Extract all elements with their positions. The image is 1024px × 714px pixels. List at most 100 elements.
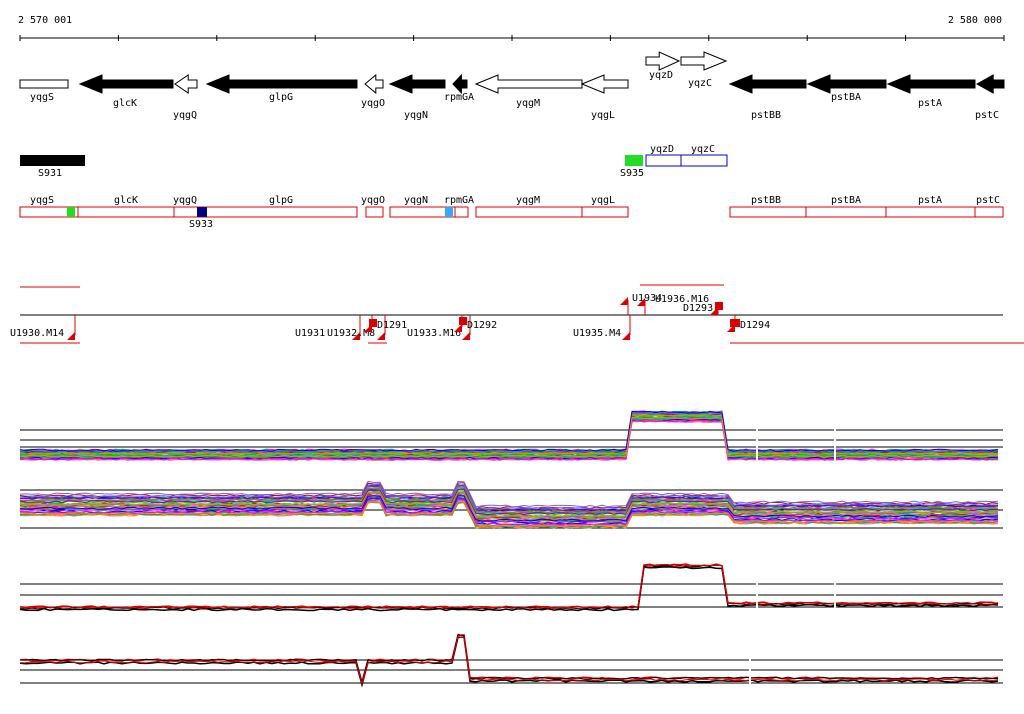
operon-label: S933 [189,219,213,230]
expression-trace [19,413,999,455]
expression-trace [19,414,999,456]
segment [645,154,682,167]
operon-box [729,206,807,218]
probe-mark [622,332,630,340]
operon-label: yqgO [361,195,385,206]
gap [834,575,836,612]
operon-label: yqgM [516,195,540,206]
expression-trace [19,491,999,518]
segment [680,154,728,167]
gene-arrow [680,51,728,71]
operon-label: yqgL [591,195,615,206]
operon-label: pstC [976,195,1000,206]
operon-label: rpmGA [444,195,474,206]
gene-label: pstBB [751,110,781,121]
ruler-end: 2 580 000 [948,15,1002,26]
operon-box [581,206,629,218]
expression-trace [19,482,999,510]
operon-box [173,206,358,218]
probe-mark [637,298,645,306]
gene-arrow [975,74,1005,94]
gene-label: pstBA [831,92,861,103]
segment [625,155,643,166]
expression-trace [19,411,999,453]
gene-arrow [645,51,681,71]
gene-arrow [78,74,174,94]
gene-label: yqgM [516,98,540,109]
expression-trace [19,413,999,455]
operon-label: glpG [269,195,293,206]
segment-label: S931 [38,168,62,179]
gene-arrow [388,74,446,94]
probe-mark [377,332,385,340]
gene-arrow [452,73,468,95]
gene-arrow [474,74,583,94]
gene-label: yqgO [361,98,385,109]
gene-label: yqzD [649,70,673,81]
operon-box [365,206,384,218]
expression-trace [19,411,999,453]
expression-trace [19,411,999,453]
gene-label: yqgN [404,110,428,121]
gap [756,420,758,465]
probe-mark [730,319,740,327]
operon-label: yqgN [404,195,428,206]
expression-trace [19,495,999,522]
expression-trace [19,498,999,526]
probe-label: U1932.M8 [327,328,375,339]
probe-label: U1930.M14 [10,328,64,339]
expression-trace [19,413,999,455]
operon-box [885,206,976,218]
gene-arrow [728,74,807,94]
gene-arrow [580,74,629,94]
gene-arrow [364,73,384,95]
operon-box [475,206,583,218]
operon-box [974,206,1004,218]
probe-mark [459,317,467,325]
operon-box [77,206,175,218]
operon-box [805,206,887,218]
gap [749,650,751,690]
gene-label: yqgQ [173,110,197,121]
expression-trace [19,483,998,511]
operon-label: yqgQ [173,195,197,206]
expression-trace [19,414,999,456]
site [67,207,75,217]
gene-label: yqgL [591,110,615,121]
gene-label: yqzC [688,78,712,89]
expression-trace [19,410,999,452]
operon-box [454,206,469,218]
gene-label: pstC [975,110,999,121]
probe-label: U1934 [632,293,662,304]
expression-trace [19,480,999,508]
expression-trace [20,486,999,514]
probe-mark [715,302,723,310]
expression-trace [19,500,999,528]
operon-label: glcK [114,195,138,206]
gap [756,575,758,612]
probe-label: U1933.M16 [407,328,461,339]
expression-trace [19,564,999,609]
gene-label: glcK [113,98,137,109]
gene-label: rpmGA [444,92,474,103]
expression-trace [19,414,999,456]
site [197,207,207,217]
gene-arrow [886,74,976,94]
expression-trace [19,636,999,686]
gene-label: pstA [918,98,942,109]
segment-label: S935 [620,168,644,179]
probe-label: U1935.M4 [573,328,621,339]
probe-mark [67,332,75,340]
expression-trace [19,633,999,685]
gene-label: glpG [269,92,293,103]
gene-arrow [806,74,887,94]
probe-label: D1291 [377,320,407,331]
expression-trace [19,636,999,688]
probe-label: U1931 [295,328,325,339]
expression-trace [19,633,999,685]
segment [20,155,85,166]
probe-label: D1294 [740,320,770,331]
operon-label: pstBB [751,195,781,206]
probe-label: D1292 [467,320,497,331]
